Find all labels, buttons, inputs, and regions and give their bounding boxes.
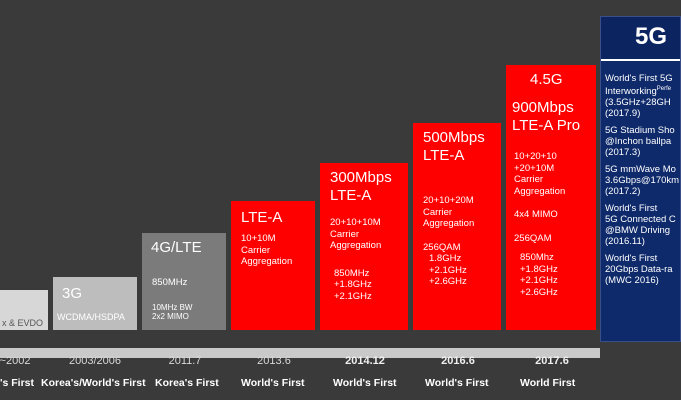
column-4g-title: 4G/LTE: [151, 239, 202, 256]
column-2014-line3: Aggregation: [330, 240, 382, 251]
column-lte-a-2013: LTE-A 10+10M Carrier Aggregation: [231, 201, 315, 330]
fiveg-item-1-line2: Interworking: [605, 86, 657, 98]
year-2016: 2016.6: [441, 355, 475, 367]
column-4g-lte: 4G/LTE 850MHz 10MHz BW 2x2 MIMO: [142, 233, 226, 330]
fiveg-item-3-line2: 3.6Gbps@170km: [605, 175, 680, 187]
year-2013: 2013.6: [257, 355, 291, 367]
first-2016: World's First: [425, 377, 489, 389]
fiveg-item-4-line4: (2016.11): [605, 236, 645, 248]
column-2017-title2: LTE-A Pro: [512, 117, 581, 134]
first-2002: 's First: [0, 377, 35, 389]
timeline-bar: [0, 348, 600, 358]
column-2017-freq4: +2.6GHz: [520, 286, 558, 298]
column-2014-line2: Carrier: [330, 228, 360, 240]
column-2014-freq1: 850MHz: [334, 267, 370, 279]
column-2017-line4: Aggregation: [514, 185, 566, 197]
first-2011: Korea's First: [155, 377, 219, 389]
column-2017-qam: 256QAM: [514, 232, 552, 244]
fiveg-item-5-line2: 20Gbps Data-ra: [605, 264, 673, 276]
fiveg-item-3-line1: 5G mmWave Mo: [605, 164, 676, 176]
column-2014-title2: LTE-A: [330, 187, 372, 204]
fiveg-item-5-line3: (MWC 2016): [605, 275, 659, 287]
column-5g: 5G World's First 5G InterworkingPerfe (3…: [600, 16, 681, 342]
column-2002: x & EVDO: [0, 290, 48, 330]
fiveg-item-2: 5G Stadium Sho @Inchon ballpa (2017.3): [605, 125, 680, 159]
column-3g-title: 3G: [62, 285, 83, 302]
fiveg-item-2-line2: @Inchon ballpa: [605, 136, 672, 148]
fiveg-item-2-line1: 5G Stadium Sho: [605, 125, 675, 137]
column-2013-line1: 10+10M: [241, 233, 276, 244]
column-2016-line1: 20+10+20M: [423, 195, 474, 206]
column-4g-bw: 10MHz BW: [152, 302, 193, 312]
fiveg-item-1: World's First 5G InterworkingPerfe (3.5G…: [605, 73, 680, 120]
column-2016-title2: LTE-A: [423, 147, 465, 164]
fiveg-item-1-line1: World's First 5G: [605, 73, 673, 84]
column-4g-line: 850MHz: [152, 277, 188, 288]
column-2017-line1: 10+20+10: [514, 151, 557, 162]
year-2014: 2014.12: [345, 355, 385, 367]
column-2017-freq3: +2.1GHz: [520, 275, 558, 286]
first-2014: World's First: [333, 377, 397, 389]
column-2017-line3: Carrier: [514, 174, 544, 185]
column-2013-title: LTE-A: [241, 209, 283, 226]
column-300mbps: 300Mbps LTE-A 20+10+10M Carrier Aggregat…: [320, 163, 408, 330]
year-2003-2006: 2003/2006: [69, 355, 121, 367]
column-4g-mimo: 2x2 MIMO: [152, 311, 189, 321]
column-2017-mimo: 4x4 MIMO: [514, 209, 558, 220]
fiveg-item-1-sup: Perfe: [656, 86, 672, 92]
column-2017-line2: +20+10M: [514, 162, 555, 174]
column-2017-title1: 900Mbps: [512, 99, 574, 116]
column-2014-line1: 20+10+10M: [330, 217, 381, 228]
column-2014-freq2: +1.8GHz: [334, 279, 372, 290]
fiveg-item-4: World's First 5G Connected C @BMW Drivin…: [605, 203, 680, 248]
column-2014-freq3: +2.1GHz: [334, 290, 372, 302]
column-5g-divider: [601, 59, 680, 61]
column-3g-sub: WCDMA/HSDPA: [57, 312, 125, 322]
column-5g-title: 5G: [635, 23, 668, 50]
column-2016-qam: 256QAM: [423, 241, 461, 253]
column-2014-title1: 300Mbps: [330, 169, 392, 186]
column-2017-freq1: 850Mhz: [520, 252, 554, 263]
first-2017: World First: [520, 377, 576, 389]
column-2017-top: 4.5G: [530, 71, 563, 88]
column-2013-line2: Carrier: [241, 244, 271, 256]
column-2013-line3: Aggregation: [241, 256, 293, 267]
fiveg-item-3: 5G mmWave Mo 3.6Gbps@170km (2017.2): [605, 164, 680, 198]
year-2002: ~2002: [0, 355, 31, 367]
fiveg-item-1-line4: (2017.9): [605, 108, 641, 120]
year-2011: 2011.7: [168, 355, 202, 367]
fiveg-item-3-line3: (2017.2): [605, 186, 641, 198]
column-5g-header: 5G: [601, 17, 680, 61]
first-2013: World's First: [241, 377, 305, 389]
fiveg-item-5: World's First 20Gbps Data-ra (MWC 2016): [605, 253, 680, 287]
column-500mbps: 500Mbps LTE-A 20+10+20M Carrier Aggregat…: [413, 123, 501, 330]
column-2016-freq2: +2.1GHz: [429, 264, 467, 276]
column-2016-freq1: 1.8GHz: [429, 253, 462, 264]
column-3g: 3G WCDMA/HSDPA: [53, 277, 137, 330]
fiveg-item-1-line3: (3.5GHz+28GH: [605, 97, 671, 109]
fiveg-item-2-line3: (2017.3): [605, 147, 641, 159]
column-2016-title1: 500Mbps: [423, 129, 485, 146]
fiveg-item-4-line3: @BMW Driving: [605, 225, 671, 237]
year-2017: 2017.6: [535, 355, 569, 367]
column-2016-line3: Aggregation: [423, 218, 475, 229]
column-2016-line2: Carrier: [423, 206, 453, 218]
column-2002-label: x & EVDO: [2, 318, 44, 328]
first-2003: Korea's/World's First: [41, 377, 146, 389]
column-2017-freq2: +1.8GHz: [520, 263, 558, 275]
column-900mbps: 4.5G 900Mbps LTE-A Pro 10+20+10 +20+10M …: [506, 65, 596, 330]
column-2016-freq3: +2.6GHz: [429, 276, 467, 287]
fiveg-item-4-line2: 5G Connected C: [605, 214, 676, 226]
fiveg-item-5-line1: World's First: [605, 253, 658, 265]
fiveg-item-4-line1: World's First: [605, 203, 658, 215]
